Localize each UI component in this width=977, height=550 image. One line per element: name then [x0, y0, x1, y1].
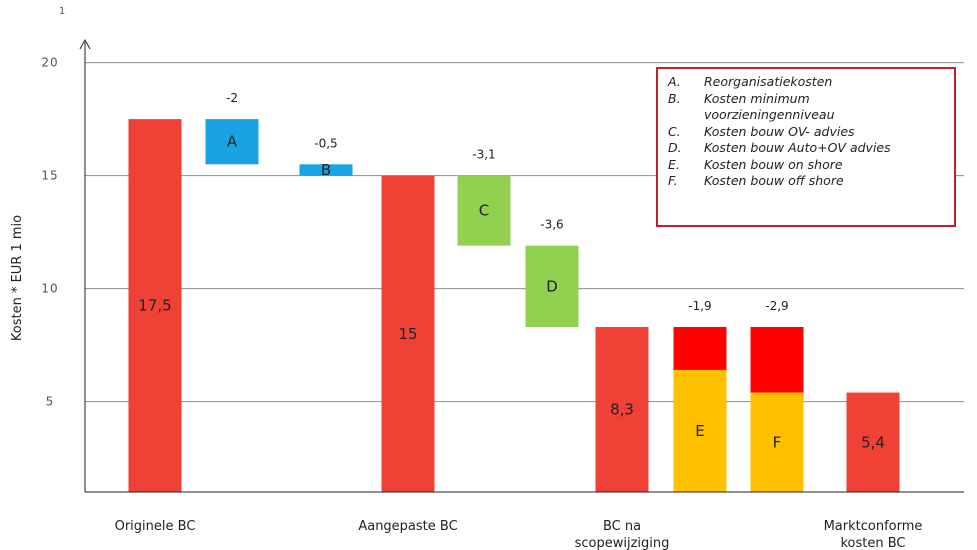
- y-axis-arrow: [79, 38, 91, 50]
- bars: [128, 119, 900, 492]
- bar-delta-D: [525, 245, 579, 328]
- category-label: scopewijziging: [575, 536, 670, 550]
- legend-item-key: C.: [668, 123, 681, 139]
- legend-item-key: E.: [668, 156, 680, 172]
- legend-item-text: Kosten bouw off shore: [704, 173, 844, 188]
- bar-letter-A: A: [227, 133, 238, 151]
- bar-delta-C: [457, 175, 511, 246]
- gridlines: [85, 62, 964, 403]
- delta-label-B: -0,5: [314, 136, 337, 150]
- bar-total: [595, 327, 649, 492]
- delta-label-C: -3,1: [472, 148, 495, 162]
- bar-delta-B: [299, 164, 353, 176]
- legend-item: B. Kosten minimum voorzieningenniveau: [668, 91, 944, 124]
- y-axis-ticks: 5 10 15 20: [41, 56, 58, 409]
- y-tick-label: 10: [41, 282, 58, 296]
- bar-total: [846, 392, 900, 492]
- bar-delta-E: [673, 327, 727, 370]
- bar-value-label: 5,4: [861, 433, 885, 451]
- legend-box: A. Reorganisatiekosten B. Kosten minimum vo…: [656, 67, 956, 227]
- bar-value-label: 15: [398, 325, 417, 343]
- bar-delta-F: [750, 327, 804, 393]
- bar-letter-D: D: [546, 277, 558, 295]
- delta-label-A: -2: [226, 91, 238, 105]
- delta-label-E: -1,9: [688, 299, 711, 313]
- bar-delta-A: [205, 119, 259, 165]
- bar-total: [381, 175, 435, 492]
- y-tick-label: 5: [46, 395, 55, 409]
- y-axis-label: Kosten * EUR 1 mio: [10, 215, 25, 341]
- category-labels: Originele BC Aangepaste BC BC na scopewijzi…: [115, 519, 923, 550]
- legend-item-key: B.: [668, 90, 681, 106]
- page-marker: 1: [59, 6, 65, 17]
- legend-item: D. Kosten bouw Auto+OV advies: [668, 140, 944, 157]
- axes: [79, 38, 964, 493]
- legend-item-text: Kosten bouw OV- advies: [704, 123, 855, 139]
- bar-letter-E: E: [695, 422, 704, 440]
- legend-item-text: Kosten minimum voorzieningenniveau: [704, 90, 835, 123]
- bar-letter-F: F: [773, 433, 782, 451]
- legend-item: C. Kosten bouw OV- advies: [668, 124, 944, 141]
- category-label: Originele BC: [115, 519, 196, 534]
- legend-item-key: F.: [668, 173, 678, 188]
- value-labels: 17,5 A -2 B -0,5 15 C -3,1 D -3,6 8,3 E -1,9 F -2,9 5,4: [138, 91, 885, 451]
- legend-item-key: A.: [668, 74, 681, 89]
- bar-value-label: 17,5: [138, 297, 171, 315]
- bar-value-label: 8,3: [610, 401, 634, 419]
- bar-total: [128, 119, 182, 492]
- category-label: Aangepaste BC: [358, 519, 457, 534]
- y-tick-label: 20: [41, 56, 58, 70]
- legend-item-key: D.: [668, 140, 682, 155]
- bar-remaining-F: [750, 392, 804, 492]
- bar-remaining-E: [673, 369, 727, 492]
- bar-letter-B: B: [321, 161, 331, 179]
- legend-item-text: Reorganisatiekosten: [704, 74, 833, 89]
- legend-item-text: Kosten bouw Auto+OV advies: [704, 140, 891, 155]
- category-label: kosten BC: [840, 536, 905, 550]
- y-tick-label: 15: [41, 169, 58, 183]
- legend-item: F. Kosten bouw off shore: [668, 173, 944, 190]
- delta-label-F: -2,9: [765, 299, 788, 313]
- legend-item-text: Kosten bouw on shore: [704, 156, 843, 172]
- category-label: Marktconforme: [824, 519, 923, 534]
- bar-letter-C: C: [479, 202, 489, 220]
- legend-item: E. Kosten bouw on shore: [668, 157, 944, 174]
- category-label: BC na: [603, 519, 641, 534]
- delta-label-D: -3,6: [540, 218, 563, 232]
- legend-item: A. Reorganisatiekosten: [668, 74, 944, 91]
